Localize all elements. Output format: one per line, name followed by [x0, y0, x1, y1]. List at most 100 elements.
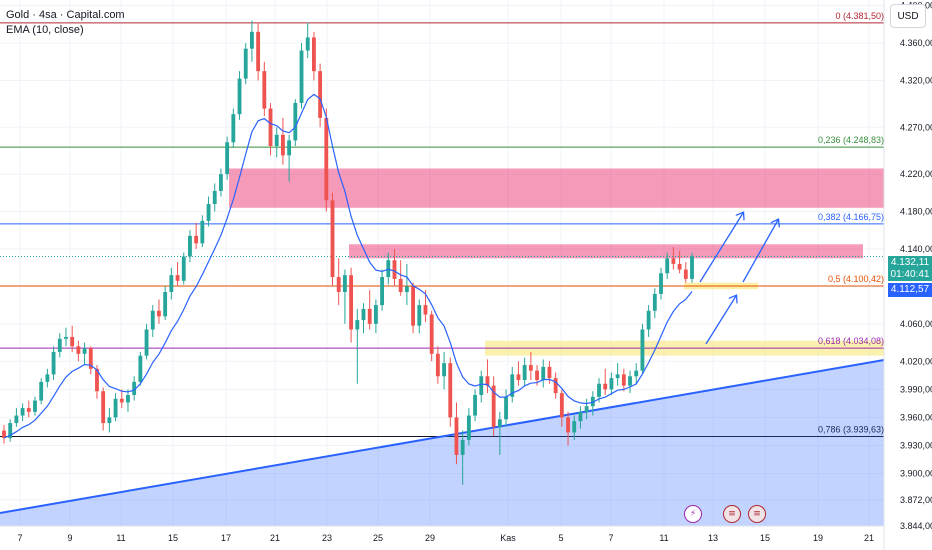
- candle-body: [181, 256, 186, 281]
- candle-body: [491, 385, 496, 427]
- time-tick-label: 29: [425, 533, 435, 543]
- candle-body: [33, 400, 37, 412]
- candle-body: [411, 286, 416, 326]
- candle-body: [497, 419, 502, 427]
- candle-body: [64, 336, 68, 339]
- countdown-value: 01:40:41: [890, 269, 930, 280]
- lightning-icon[interactable]: ⚡: [684, 505, 702, 523]
- candle-body: [82, 348, 87, 354]
- candle-body: [200, 220, 205, 244]
- currency-button[interactable]: USD: [890, 4, 926, 28]
- time-tick-label: 25: [373, 533, 383, 543]
- candle-body: [566, 417, 570, 433]
- candle-body: [609, 378, 614, 390]
- time-tick-label: 15: [168, 533, 178, 543]
- candle-body: [88, 348, 93, 369]
- time-tick-label: 15: [760, 533, 770, 543]
- symbol-title[interactable]: Gold · 4sa · Capital.com: [6, 9, 125, 21]
- fib-label: 0 (4.381,50): [835, 11, 884, 21]
- us-flag-icon[interactable]: ≡: [748, 505, 766, 523]
- candle-body: [373, 305, 378, 324]
- time-tick-label: 9: [67, 533, 72, 543]
- candle-body: [70, 336, 75, 347]
- candle-body: [157, 310, 161, 317]
- ema-value-badge: 4.112,57: [888, 283, 932, 297]
- candle-body: [690, 256, 694, 279]
- candle-body: [485, 376, 490, 386]
- candle-body: [367, 308, 372, 324]
- candle-body: [671, 258, 676, 264]
- candle-body: [126, 394, 130, 403]
- resistance-zone-upper: [229, 168, 884, 208]
- candle-body: [299, 50, 304, 103]
- chart-legend: Gold · 4sa · Capital.com EMA (10, close): [6, 8, 125, 38]
- time-tick-label: 17: [221, 533, 231, 543]
- fib-label: 0,382 (4.166,75): [818, 212, 884, 222]
- candle-body: [448, 363, 453, 418]
- candle-body: [57, 338, 62, 352]
- candle-body: [621, 374, 626, 386]
- candle-body: [603, 383, 608, 390]
- candle-body: [256, 31, 261, 72]
- candle-body: [473, 394, 477, 416]
- candle-body: [231, 114, 236, 143]
- price-tick-label: 3.930,00: [900, 441, 932, 451]
- candle-body: [219, 174, 223, 191]
- candle-body: [8, 423, 13, 439]
- candle-body: [590, 396, 595, 407]
- fib-label: 0,236 (4.248,83): [818, 135, 884, 145]
- candle-body: [361, 308, 366, 321]
- candle-body: [683, 269, 688, 279]
- candle-body: [404, 286, 409, 293]
- resistance-zone-lower: [349, 244, 863, 259]
- candle-body: [336, 277, 341, 293]
- candle-body: [330, 200, 335, 278]
- time-tick-label: 5: [558, 533, 563, 543]
- price-tick-label: 4.220,00: [900, 169, 932, 179]
- candle-body: [578, 411, 583, 422]
- time-tick-label: 7: [17, 533, 22, 543]
- trendline: [0, 359, 885, 514]
- candle-body: [212, 190, 217, 205]
- candle-body: [634, 370, 639, 377]
- candle-body: [262, 71, 267, 109]
- candle-body: [132, 381, 137, 395]
- time-tick-label: 23: [322, 533, 332, 543]
- candle-body: [510, 374, 515, 397]
- candle-body: [665, 258, 670, 274]
- us-flag-icon[interactable]: ≡: [723, 505, 741, 523]
- candle-body: [243, 48, 248, 79]
- candle-body: [677, 263, 682, 270]
- time-tick-label: 21: [864, 533, 874, 543]
- candle-body: [51, 351, 56, 375]
- price-tick-label: 3.900,00: [900, 469, 932, 479]
- candle-body: [584, 406, 589, 412]
- candle-body: [652, 293, 657, 311]
- ema-line: [3, 93, 693, 439]
- candle-body: [274, 134, 279, 147]
- candle-body: [305, 37, 310, 51]
- time-tick-label: 21: [270, 533, 280, 543]
- candle-body: [349, 275, 354, 330]
- indicator-label[interactable]: EMA (10, close): [6, 24, 84, 36]
- projection-arrow: [699, 213, 743, 283]
- price-tick-label: 4.020,00: [900, 356, 932, 366]
- projection-arrow: [742, 220, 778, 283]
- candle-body: [95, 368, 99, 392]
- candle-body: [386, 260, 391, 278]
- candle-body: [466, 415, 471, 440]
- candle-body: [547, 366, 552, 379]
- price-tick-label: 3.872,00: [900, 495, 932, 505]
- price-tick-label: 3.990,00: [900, 384, 932, 394]
- candle-body: [380, 277, 385, 306]
- candle-body: [417, 305, 422, 326]
- candle-body: [76, 346, 81, 354]
- candle-body: [559, 393, 564, 418]
- candle-body: [398, 278, 403, 293]
- candle-body: [150, 310, 155, 330]
- candle-body: [163, 292, 168, 317]
- candle-body: [119, 398, 124, 403]
- candle-body: [535, 370, 539, 380]
